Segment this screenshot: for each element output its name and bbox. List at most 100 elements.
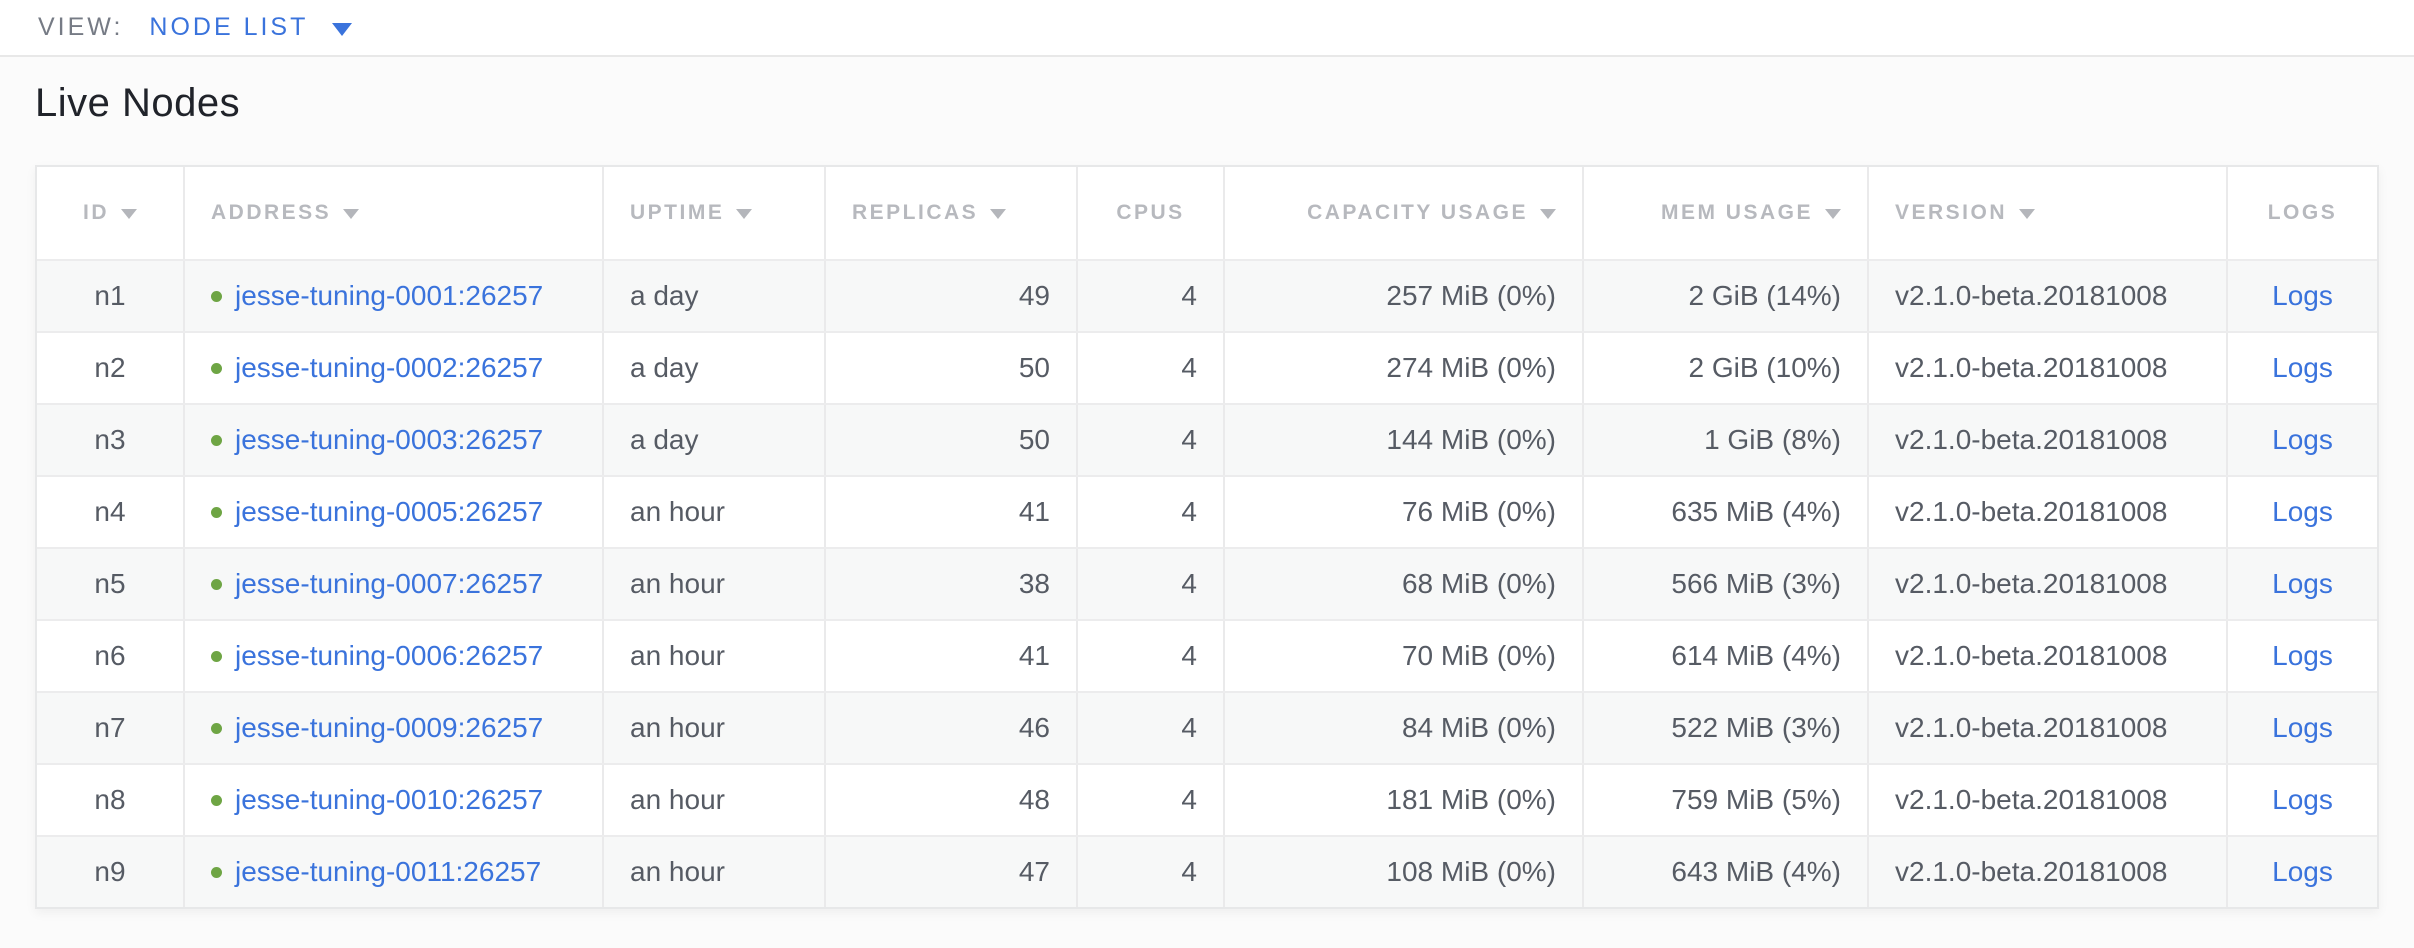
column-header-label: VERSION (1895, 201, 2008, 224)
cell-logs: Logs (2226, 549, 2377, 619)
cell-logs: Logs (2226, 693, 2377, 763)
cell-version: v2.1.0-beta.20181008 (1867, 693, 2226, 763)
node-address-link[interactable]: jesse-tuning-0006:26257 (235, 640, 544, 671)
column-header-id[interactable]: ID (37, 167, 183, 259)
cell-version: v2.1.0-beta.20181008 (1867, 621, 2226, 691)
cell-replicas: 49 (824, 261, 1076, 331)
table-row: n6 jesse-tuning-0006:26257 an hour 41 4 … (37, 619, 2377, 691)
cell-logs: Logs (2226, 765, 2377, 835)
node-address-link[interactable]: jesse-tuning-0003:26257 (235, 424, 544, 455)
cell-mem-usage: 635 MiB (4%) (1582, 477, 1867, 547)
sort-desc-icon (990, 209, 1007, 219)
logs-link[interactable]: Logs (2272, 640, 2333, 671)
logs-link[interactable]: Logs (2272, 568, 2333, 599)
table-row: n8 jesse-tuning-0010:26257 an hour 48 4 … (37, 763, 2377, 835)
cell-replicas: 47 (824, 837, 1076, 907)
cell-uptime: a day (602, 261, 824, 331)
column-header-version[interactable]: VERSION (1867, 167, 2226, 259)
view-dropdown-value[interactable]: NODE LIST (149, 13, 309, 41)
cell-uptime: an hour (602, 549, 824, 619)
table-row: n2 jesse-tuning-0002:26257 a day 50 4 27… (37, 331, 2377, 403)
cell-node-id: n6 (94, 640, 126, 671)
cell-cpus: 4 (1076, 837, 1223, 907)
cell-cpus: 4 (1076, 333, 1223, 403)
cell-uptime: an hour (602, 765, 824, 835)
cell-address: jesse-tuning-0005:26257 (183, 477, 602, 547)
cell-cpus: 4 (1076, 477, 1223, 547)
column-header-label: ID (83, 201, 109, 224)
cell-node-id: n5 (94, 568, 126, 599)
column-header-address[interactable]: ADDRESS (183, 167, 602, 259)
column-header-label: REPLICAS (852, 201, 979, 224)
cell-mem-usage: 614 MiB (4%) (1582, 621, 1867, 691)
cell-node-id: n9 (94, 856, 126, 887)
cell-logs: Logs (2226, 261, 2377, 331)
column-header-label: CPUS (1116, 201, 1185, 224)
node-address-link[interactable]: jesse-tuning-0011:26257 (235, 856, 542, 887)
cell-address: jesse-tuning-0009:26257 (183, 693, 602, 763)
column-header-cpus: CPUS (1076, 167, 1223, 259)
table-row: n7 jesse-tuning-0009:26257 an hour 46 4 … (37, 691, 2377, 763)
sort-desc-icon (736, 209, 753, 219)
cell-version: v2.1.0-beta.20181008 (1867, 837, 2226, 907)
column-header-uptime[interactable]: UPTIME (602, 167, 824, 259)
cell-replicas: 48 (824, 765, 1076, 835)
column-header-capacity_usage[interactable]: CAPACITY USAGE (1223, 167, 1582, 259)
cell-replicas: 50 (824, 405, 1076, 475)
cell-address: jesse-tuning-0011:26257 (183, 837, 602, 907)
node-live-status-icon (211, 578, 222, 590)
cell-cpus: 4 (1076, 549, 1223, 619)
live-nodes-table: ID ADDRESS UPTIME REPLICAS CPUS CAPACITY USAG… (35, 165, 2379, 909)
cell-replicas: 46 (824, 693, 1076, 763)
table-header-row: ID ADDRESS UPTIME REPLICAS CPUS CAPACITY USAG… (37, 167, 2377, 259)
node-live-status-icon (211, 650, 222, 662)
table-body: n1 jesse-tuning-0001:26257 a day 49 4 25… (37, 259, 2377, 907)
sort-desc-icon (121, 209, 137, 219)
cell-capacity-usage: 181 MiB (0%) (1223, 765, 1582, 835)
logs-link[interactable]: Logs (2272, 856, 2333, 887)
view-selector-bar: VIEW: NODE LIST (0, 0, 2414, 57)
logs-link[interactable]: Logs (2272, 712, 2333, 743)
column-header-label: LOGS (2267, 201, 2338, 224)
logs-link[interactable]: Logs (2272, 424, 2333, 455)
cell-cpus: 4 (1076, 261, 1223, 331)
cell-address: jesse-tuning-0010:26257 (183, 765, 602, 835)
dropdown-caret-icon[interactable] (332, 22, 353, 36)
page-title: Live Nodes (35, 81, 241, 125)
cell-capacity-usage: 274 MiB (0%) (1223, 333, 1582, 403)
table-row: n5 jesse-tuning-0007:26257 an hour 38 4 … (37, 547, 2377, 619)
node-address-link[interactable]: jesse-tuning-0009:26257 (235, 712, 544, 743)
node-address-link[interactable]: jesse-tuning-0007:26257 (235, 568, 544, 599)
cell-mem-usage: 522 MiB (3%) (1582, 693, 1867, 763)
logs-link[interactable]: Logs (2272, 280, 2333, 311)
cell-replicas: 38 (824, 549, 1076, 619)
cell-cpus: 4 (1076, 405, 1223, 475)
cell-version: v2.1.0-beta.20181008 (1867, 477, 2226, 547)
cell-node-id: n7 (94, 712, 126, 743)
cell-uptime: an hour (602, 693, 824, 763)
column-header-label: UPTIME (630, 201, 725, 224)
cell-mem-usage: 643 MiB (4%) (1582, 837, 1867, 907)
column-header-mem_usage[interactable]: MEM USAGE (1582, 167, 1867, 259)
table-row: n9 jesse-tuning-0011:26257 an hour 47 4 … (37, 835, 2377, 907)
node-address-link[interactable]: jesse-tuning-0002:26257 (235, 352, 544, 383)
cell-uptime: an hour (602, 837, 824, 907)
cell-replicas: 50 (824, 333, 1076, 403)
sort-desc-icon (1540, 209, 1556, 219)
logs-link[interactable]: Logs (2272, 784, 2333, 815)
node-live-status-icon (211, 722, 222, 734)
node-address-link[interactable]: jesse-tuning-0005:26257 (235, 496, 544, 527)
cell-address: jesse-tuning-0003:26257 (183, 405, 602, 475)
view-dropdown[interactable]: NODE LIST (149, 13, 353, 42)
logs-link[interactable]: Logs (2272, 352, 2333, 383)
node-live-status-icon (211, 290, 222, 302)
node-address-link[interactable]: jesse-tuning-0001:26257 (235, 280, 544, 311)
column-header-replicas[interactable]: REPLICAS (824, 167, 1076, 259)
cell-node-id: n8 (94, 784, 126, 815)
cell-version: v2.1.0-beta.20181008 (1867, 333, 2226, 403)
cell-cpus: 4 (1076, 621, 1223, 691)
cell-mem-usage: 1 GiB (8%) (1582, 405, 1867, 475)
node-address-link[interactable]: jesse-tuning-0010:26257 (235, 784, 544, 815)
logs-link[interactable]: Logs (2272, 496, 2333, 527)
cell-capacity-usage: 76 MiB (0%) (1223, 477, 1582, 547)
